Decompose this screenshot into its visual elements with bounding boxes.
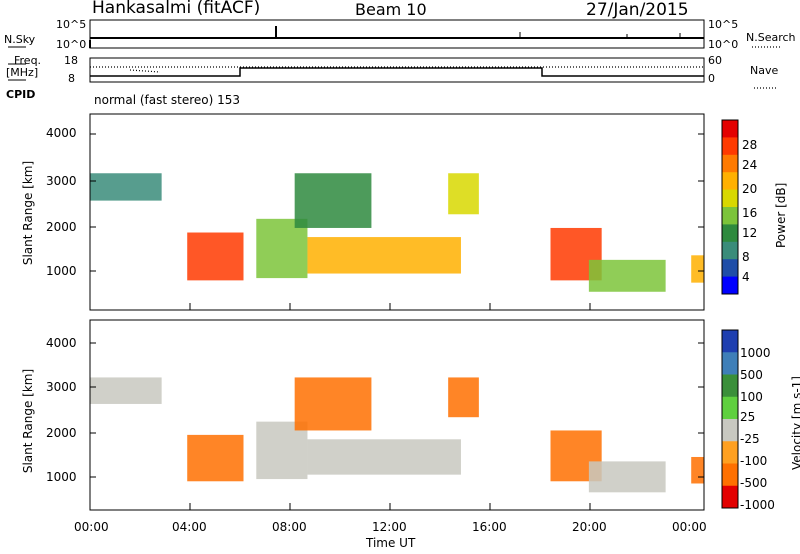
power-region: [691, 255, 704, 283]
power-colorbar-cell: [722, 172, 738, 191]
velocity-colorbar-frame: [721, 329, 739, 509]
vel-cbar-tick-1000: 1000: [740, 346, 771, 360]
power-region: [448, 173, 479, 215]
power-regions: [90, 173, 704, 292]
power-colorbar: [721, 119, 739, 295]
power-colorbar-frame: [721, 119, 739, 295]
power-cbar-tick-16: 16: [742, 206, 758, 220]
freq-tick-bottom: 8: [68, 72, 75, 85]
power-colorbar-cell: [722, 259, 738, 278]
velocity-region: [588, 461, 666, 493]
velocity-colorbar-cell: [722, 330, 738, 353]
xtick-3: 12:00: [372, 520, 407, 534]
power-colorbar-cell: [722, 120, 738, 138]
xtick-4: 16:00: [472, 520, 507, 534]
power-cbar-tick-28: 28: [742, 138, 758, 152]
station-title: Hankasalmi (fitACF): [92, 0, 261, 18]
noise-tick-top-left: 10^5: [56, 18, 87, 31]
x-ticks: [189, 303, 591, 510]
vel-cbar-tick-m500: -500: [740, 476, 768, 490]
power-region: [294, 173, 372, 228]
power-ytick-3000: 3000: [46, 174, 77, 188]
date-title: 27/Jan/2015: [586, 0, 689, 20]
vel-ytick-4000: 4000: [46, 336, 77, 350]
velocity-colorbar-cell: [722, 485, 738, 509]
vel-cbar-tick-500: 500: [740, 368, 763, 382]
vel-cbar-tick-m100: -100: [740, 454, 768, 468]
cpid-label: CPID: [6, 88, 36, 101]
freq-unit-label: [MHz]: [6, 66, 39, 79]
nave-label: Nave: [750, 64, 779, 77]
power-cbar-tick-12: 12: [742, 226, 758, 240]
power-region: [90, 173, 162, 201]
power-colorbar-cell: [722, 224, 738, 243]
power-ytick-1000: 1000: [46, 264, 77, 278]
power-cbar-tick-8: 8: [742, 250, 750, 264]
vel-ytick-1000: 1000: [46, 470, 77, 484]
velocity-colorbar: [721, 329, 739, 509]
velocity-region: [187, 434, 244, 482]
power-region: [187, 232, 244, 281]
noise-tick-bottom-left: 10^0: [56, 38, 87, 51]
vel-ytick-3000: 3000: [46, 380, 77, 394]
nsearch-label: N.Search: [746, 31, 796, 44]
power-region: [588, 259, 666, 292]
power-cbar-tick-24: 24: [742, 158, 758, 172]
cpid-text: normal (fast stereo) 153: [94, 93, 241, 107]
nave-tick-bottom: 0: [708, 72, 715, 85]
velocity-colorbar-cell: [722, 441, 738, 464]
nave-tick-top: 60: [708, 54, 722, 67]
power-ytick-2000: 2000: [46, 220, 77, 234]
velocity-colorbar-cell: [722, 352, 738, 375]
freq-panel-frame: [89, 57, 705, 83]
beam-title: Beam 10: [355, 0, 427, 19]
velocity-region: [307, 439, 461, 475]
power-region: [307, 237, 461, 274]
freq-line: [90, 67, 704, 77]
power-colorbar-cell: [722, 207, 738, 225]
xtick-0: 00:00: [74, 520, 109, 534]
power-cbar-tick-20: 20: [742, 182, 758, 196]
noise-tick-bottom-right: 10^0: [708, 38, 739, 51]
power-colorbar-cell: [722, 189, 738, 208]
nave-dip: [129, 69, 161, 73]
noise-tick-top-right: 10^5: [708, 18, 739, 31]
velocity-colorbar-cell: [722, 396, 738, 420]
power-colorbar-cell: [722, 137, 738, 156]
power-ytick-4000: 4000: [46, 126, 77, 140]
nsky-minor-spikes: [519, 32, 681, 38]
x-axis-label: Time UT: [366, 536, 416, 550]
velocity-colorbar-cell: [722, 419, 738, 442]
velocity-region: [294, 377, 372, 431]
noise-panel-frame: [89, 19, 705, 49]
power-colorbar-cell: [722, 276, 738, 295]
y-ticks: [90, 133, 704, 478]
xtick-5: 20:00: [572, 520, 607, 534]
nsky-label: N.Sky: [4, 33, 36, 46]
power-colorbar-cell: [722, 154, 738, 173]
vel-cbar-tick-25: 25: [740, 410, 756, 424]
vel-cbar-tick-m1000: -1000: [740, 498, 775, 512]
power-colorbar-cell: [722, 241, 738, 260]
velocity-panel-frame: [89, 319, 705, 511]
xtick-2: 08:00: [272, 520, 307, 534]
freq-tick-top: 18: [64, 54, 78, 67]
xtick-6: 00:00: [672, 520, 707, 534]
velocity-colorbar-cell: [722, 374, 738, 398]
freq-legend-lines: [8, 63, 26, 81]
velocity-region: [90, 377, 162, 404]
xtick-1: 04:00: [172, 520, 207, 534]
velocity-regions: [90, 377, 704, 493]
power-cbar-tick-4: 4: [742, 270, 750, 284]
vel-cbar-tick-m25: -25: [740, 432, 760, 446]
velocity-region: [448, 377, 479, 418]
velocity-region: [256, 421, 308, 480]
vel-ytick-2000: 2000: [46, 426, 77, 440]
power-region: [256, 218, 308, 279]
velocity-colorbar-cell: [722, 463, 738, 487]
velocity-region: [691, 456, 704, 484]
vel-cbar-tick-100: 100: [740, 390, 763, 404]
